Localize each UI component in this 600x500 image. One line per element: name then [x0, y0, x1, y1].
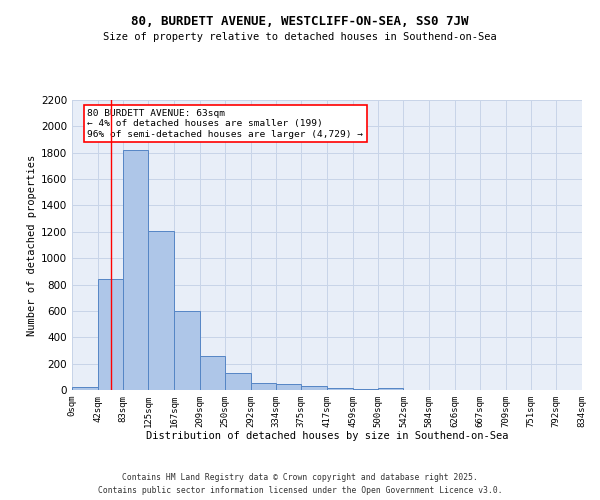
Bar [123, 150, 148, 390]
Text: Contains HM Land Registry data © Crown copyright and database right 2025.: Contains HM Land Registry data © Crown c… [122, 474, 478, 482]
Text: Contains public sector information licensed under the Open Government Licence v3: Contains public sector information licen… [98, 486, 502, 495]
Bar [200, 356, 225, 390]
X-axis label: Distribution of detached houses by size in Southend-on-Sea: Distribution of detached houses by size … [146, 432, 508, 442]
Bar [148, 230, 174, 390]
Bar [174, 311, 200, 390]
Bar [98, 280, 123, 390]
Bar [301, 386, 327, 390]
Text: 80 BURDETT AVENUE: 63sqm
← 4% of detached houses are smaller (199)
96% of semi-d: 80 BURDETT AVENUE: 63sqm ← 4% of detache… [88, 108, 364, 138]
Bar [276, 384, 301, 390]
Bar [72, 386, 98, 390]
Bar [225, 373, 251, 390]
Text: 80, BURDETT AVENUE, WESTCLIFF-ON-SEA, SS0 7JW: 80, BURDETT AVENUE, WESTCLIFF-ON-SEA, SS… [131, 15, 469, 28]
Text: Size of property relative to detached houses in Southend-on-Sea: Size of property relative to detached ho… [103, 32, 497, 42]
Y-axis label: Number of detached properties: Number of detached properties [27, 154, 37, 336]
Bar [251, 383, 276, 390]
Bar [378, 388, 403, 390]
Bar [327, 388, 353, 390]
